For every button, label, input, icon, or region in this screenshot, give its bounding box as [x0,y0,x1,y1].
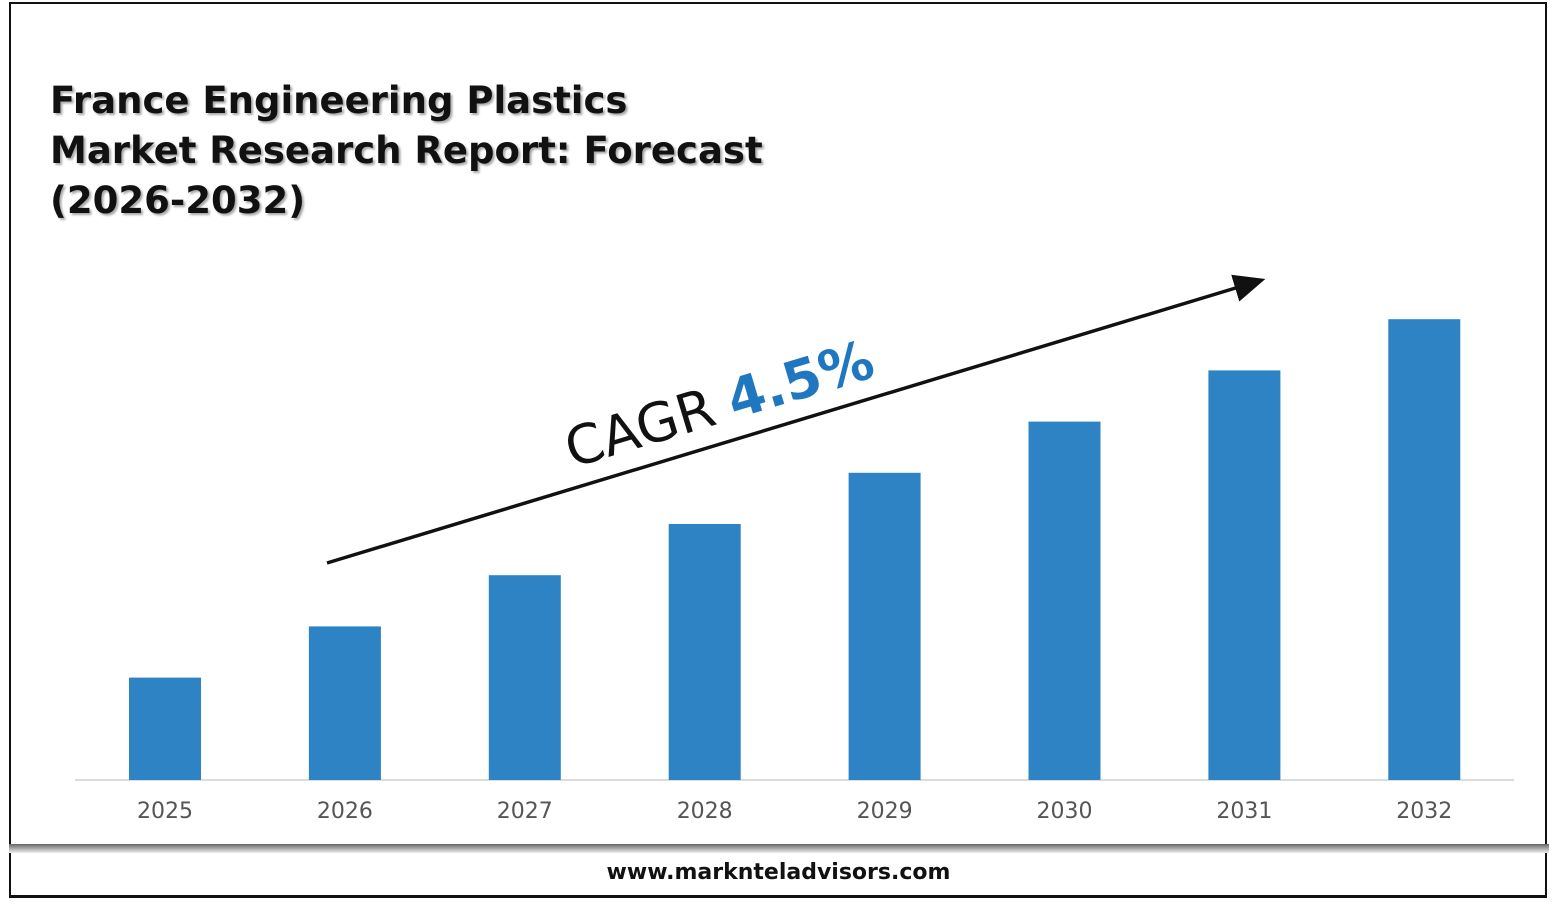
footer-url: www.marknteladvisors.com [606,860,951,885]
x-tick-label: 2025 [137,799,193,824]
x-tick-label: 2027 [497,799,553,824]
chart-title: France Engineering Plastics Market Resea… [50,79,763,222]
bar-2026 [308,626,381,780]
bar-2030 [1028,421,1101,780]
cagr-label: CAGR [558,376,723,481]
bar-2032 [1388,319,1461,780]
x-tick-label: 2031 [1216,799,1272,824]
x-tick-label: 2032 [1396,799,1452,824]
bar-2025 [129,677,201,780]
x-tick-label: 2026 [317,799,373,824]
cagr-value: 4.5% [719,328,881,432]
chart-frame [9,2,1547,898]
bar-2028 [668,524,741,780]
x-tick-label: 2029 [857,799,913,824]
bar-2031 [1208,370,1281,780]
bar-2029 [848,472,921,780]
x-tick-label: 2028 [677,799,733,824]
bar-2027 [488,575,561,780]
cagr-annotation: CAGR4.5% [558,328,881,480]
x-tick-label: 2030 [1037,799,1093,824]
footer-divider [9,844,1549,853]
cagr-trend-arrow [326,274,1266,565]
